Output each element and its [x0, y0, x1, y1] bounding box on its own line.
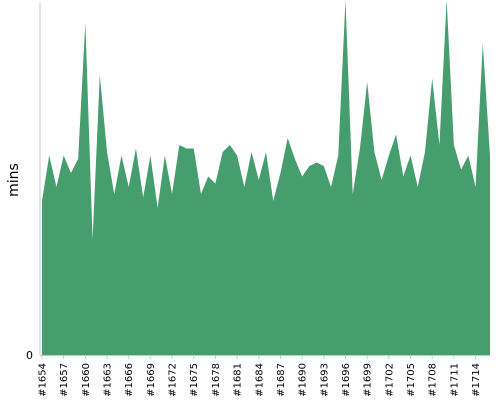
x-tick-label: #1663 — [103, 363, 114, 397]
x-tick-label: #1660 — [81, 363, 92, 397]
x-tick-label: #1681 — [233, 363, 244, 397]
x-axis-ticks: #1654 #1657 #1660 #1663 #1666 #1669 #1672 #1675… — [38, 355, 482, 397]
y-axis-label: mins — [6, 163, 22, 197]
x-tick-label: #1690 — [298, 363, 309, 397]
x-tick-label: #1657 — [59, 363, 70, 397]
x-tick-label: #1654 — [38, 363, 49, 397]
x-tick-label: #1702 — [384, 363, 395, 397]
x-tick-label: #1687 — [276, 363, 287, 397]
x-tick-label: #1711 — [449, 363, 460, 397]
x-tick-label: #1669 — [146, 363, 157, 397]
y-tick-label-0: 0 — [26, 349, 33, 362]
x-tick-label: #1696 — [341, 363, 352, 397]
x-tick-label: #1675 — [189, 363, 200, 397]
x-tick-label: #1672 — [168, 363, 179, 397]
area-series — [42, 0, 490, 355]
x-tick-label: #1708 — [428, 363, 439, 397]
x-tick-label: #1666 — [124, 363, 135, 397]
x-tick-label: #1678 — [211, 363, 222, 397]
x-tick-label: #1684 — [254, 363, 265, 397]
x-tick-label: #1705 — [406, 363, 417, 397]
x-tick-label: #1693 — [319, 363, 330, 397]
x-tick-label: #1714 — [471, 363, 482, 397]
x-tick-label: #1699 — [363, 363, 374, 397]
